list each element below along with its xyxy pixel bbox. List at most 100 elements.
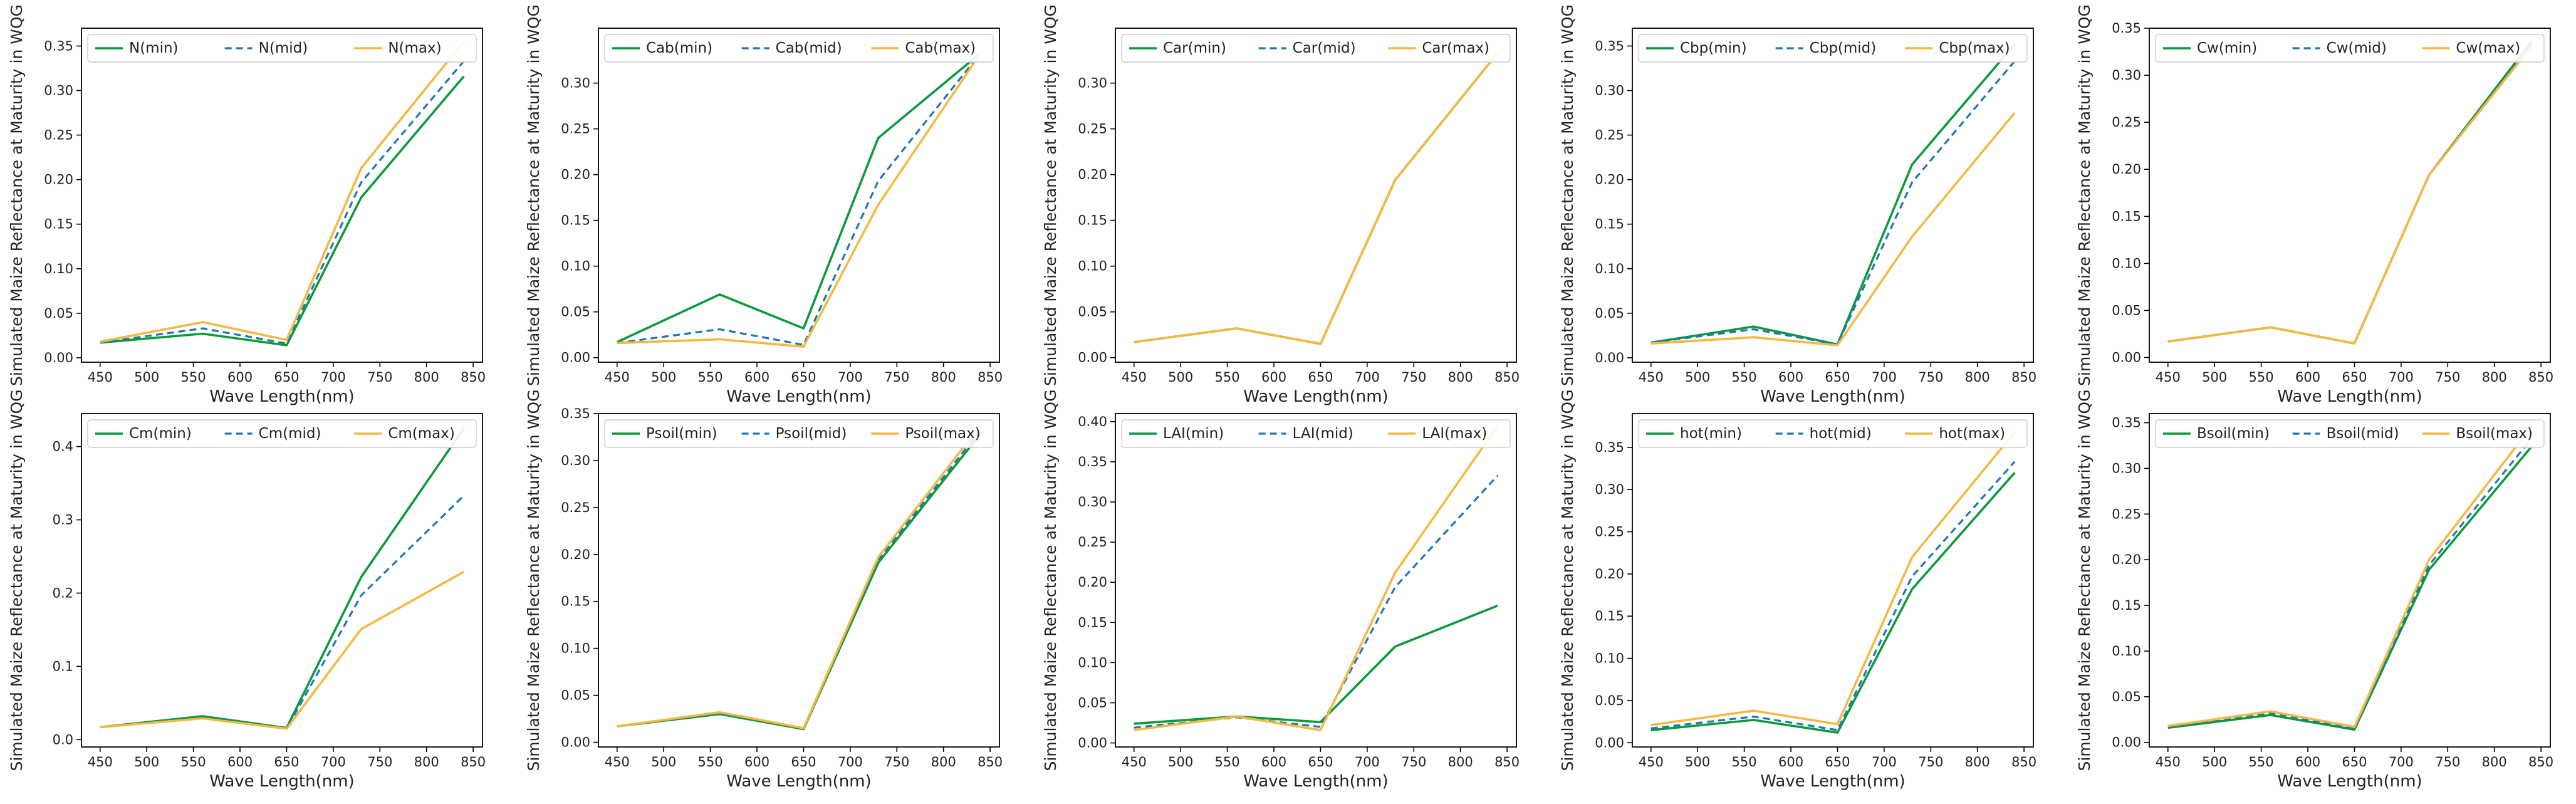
x-tick-label: 500 (651, 754, 676, 770)
legend-label: Cw(min) (2197, 40, 2257, 56)
y-tick-label: 0.05 (561, 688, 590, 703)
series-line-max (617, 52, 982, 348)
x-tick-label: 800 (2482, 370, 2507, 385)
plot-frame (81, 413, 483, 748)
chart-2: 450 500 550 600 650 700 750 800 850 0.00 0.05 0.10 0… (524, 4, 1003, 406)
x-tick-label: 750 (367, 370, 392, 385)
chart-6: 450 500 550 600 650 700 750 800 850 0.0 0.1 0.2 0.3 0… (8, 390, 486, 791)
y-tick-label: 0.10 (44, 261, 73, 276)
x-tick-label: 600 (227, 370, 253, 385)
x-tick-label: 850 (2528, 370, 2553, 385)
legend-label: Cbp(min) (1680, 40, 1747, 56)
legend-label: Bsoil(mid) (2327, 425, 2399, 442)
x-tick-label: 500 (1685, 370, 1710, 385)
x-tick-label: 600 (227, 754, 253, 770)
y-tick-label: 0.30 (1595, 83, 1624, 98)
legend-label: Bsoil(min) (2197, 425, 2270, 442)
x-tick-label: 500 (1168, 370, 1193, 385)
y-tick-label: 0.35 (2112, 21, 2141, 36)
legend-box (87, 419, 477, 448)
series-line-max (1650, 112, 2016, 347)
x-tick-label: 500 (2202, 754, 2227, 770)
x-tick-label: 550 (2249, 370, 2274, 385)
plot-frame (598, 413, 1000, 748)
x-tick-label: 450 (2156, 754, 2181, 770)
legend-label: Cw(max) (2456, 40, 2520, 56)
series-line-mid (2167, 43, 2533, 345)
x-tick-label: 800 (1448, 754, 1473, 770)
x-tick-label: 550 (1732, 370, 1757, 385)
y-tick-label: 0.25 (561, 122, 590, 137)
legend-label: Psoil(min) (646, 425, 717, 442)
legend-label: Cbp(mid) (1810, 40, 1877, 56)
x-tick-label: 500 (2202, 370, 2227, 385)
legend-label: N(max) (388, 40, 441, 56)
plot-frame (598, 28, 1000, 363)
legend-label: LAI(max) (1422, 425, 1487, 442)
legend-label: hot(mid) (1810, 425, 1872, 442)
x-tick-label: 700 (1355, 754, 1380, 770)
legend: Car(min) Car(mid) Car(max) (1121, 34, 1511, 63)
y-tick-label: 0.30 (1595, 482, 1624, 497)
legend-box (2155, 419, 2545, 448)
x-tick-label: 750 (1918, 370, 1943, 385)
y-tick-label: 0.05 (1078, 695, 1107, 710)
legend-label: Car(min) (1163, 40, 1226, 56)
plot-frame (1632, 413, 2034, 748)
legend: Bsoil(min) Bsoil(mid) Bsoil(max) (2155, 419, 2545, 448)
series-line-mid (1650, 461, 2016, 731)
y-tick-label: 0.20 (2112, 162, 2141, 177)
y-tick-label: 0.40 (1078, 414, 1107, 429)
y-tick-label: 0.35 (2112, 415, 2141, 431)
legend-label: Cw(mid) (2327, 40, 2387, 56)
series-line-min (1650, 43, 2016, 346)
legend-box (1121, 34, 1511, 63)
x-tick-label: 550 (1732, 754, 1757, 770)
legend-label: Car(max) (1422, 40, 1489, 56)
y-axis-label: Simulated Maize Reflectance at Maturity … (1558, 4, 1577, 386)
x-axis-label: Wave Length(nm) (209, 387, 354, 406)
y-tick-label: 0.10 (561, 641, 590, 656)
y-tick-label: 0.30 (1078, 494, 1107, 509)
chart-3: 450 500 550 600 650 700 750 800 850 0.00 0.05 0.10 0… (1041, 4, 1520, 406)
legend-label: N(mid) (259, 40, 308, 56)
x-tick-label: 450 (605, 754, 630, 770)
y-tick-label: 0.15 (561, 594, 590, 609)
y-tick-label: 0.15 (1595, 608, 1624, 624)
y-tick-label: 0.00 (1078, 736, 1107, 751)
y-tick-label: 0.00 (561, 350, 590, 365)
x-tick-label: 800 (931, 370, 956, 385)
x-tick-label: 500 (1685, 754, 1710, 770)
y-tick-label: 0.10 (1595, 261, 1624, 276)
series-line-mid (1650, 60, 2016, 346)
x-tick-label: 450 (1639, 370, 1664, 385)
x-tick-label: 650 (1825, 754, 1850, 770)
x-tick-label: 450 (88, 754, 113, 770)
legend: LAI(min) LAI(mid) LAI(max) (1121, 419, 1511, 448)
y-tick-label: 0.05 (1595, 693, 1624, 708)
y-tick-label: 0.30 (561, 453, 590, 468)
chart-10: 450 500 550 600 650 700 750 800 850 0.00 0.05 0.10 0… (2075, 390, 2553, 791)
series-line-min (100, 75, 465, 347)
legend-label: Cm(min) (129, 425, 192, 442)
y-tick-label: 0.15 (561, 213, 590, 228)
legend: Cm(min) Cm(mid) Cm(max) (87, 419, 477, 448)
legend: Cw(min) Cw(mid) Cw(max) (2155, 34, 2545, 63)
chart-4: 450 500 550 600 650 700 750 800 850 0.00 0.05 0.10 0… (1558, 4, 2036, 406)
y-tick-label: 0.35 (44, 38, 73, 53)
y-tick-label: 0.4 (53, 439, 73, 454)
series-line-max (1650, 431, 2016, 726)
x-tick-label: 450 (1639, 754, 1664, 770)
legend: Psoil(min) Psoil(mid) Psoil(max) (604, 419, 994, 448)
legend: hot(min) hot(mid) hot(max) (1638, 419, 2028, 448)
legend-label: Cm(max) (388, 425, 455, 442)
y-axis-label: Simulated Maize Reflectance at Maturity … (2075, 390, 2094, 771)
y-axis-label: Simulated Maize Reflectance at Maturity … (524, 4, 543, 386)
x-tick-label: 800 (1448, 370, 1473, 385)
x-tick-label: 850 (2528, 754, 2553, 770)
x-tick-label: 750 (2435, 370, 2460, 385)
x-tick-label: 850 (1494, 370, 1520, 385)
x-tick-label: 500 (134, 370, 159, 385)
x-tick-label: 750 (2435, 754, 2460, 770)
